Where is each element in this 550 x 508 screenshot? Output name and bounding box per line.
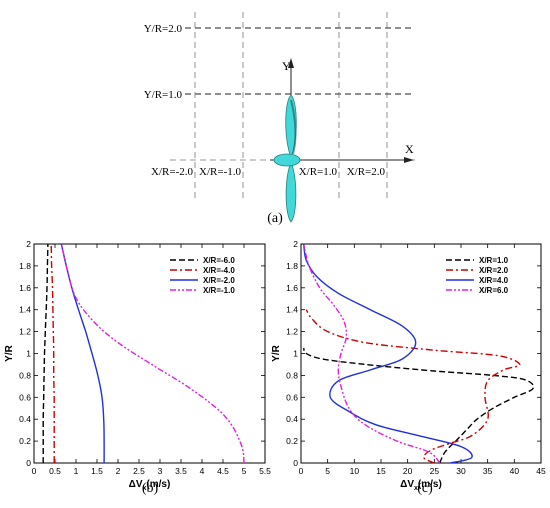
y-tick-label: 1.4	[19, 305, 31, 315]
horizontal-line-label: Y/R=1.0	[144, 89, 183, 101]
x-tick-label: 25	[430, 466, 440, 476]
y-tick-label: 0	[26, 458, 31, 468]
vertical-line-label: X/R=1.0	[299, 166, 338, 178]
panel-a-caption: (a)	[267, 211, 283, 226]
legend-label: X/R=4.0	[479, 276, 509, 285]
legend-label: X/R=6.0	[479, 286, 509, 295]
x-tick-label: 35	[483, 466, 493, 476]
x-tick-label: 3	[158, 466, 163, 476]
y-tick-label: 0.6	[286, 392, 298, 402]
panel-b-caption: (b)	[142, 481, 159, 496]
series-line	[303, 244, 473, 463]
panel-a-schematic: Y/R=2.0 Y/R=1.0 X/R=-2.0 X/R=-1.0 X/R=1.0 X/R…	[144, 12, 415, 223]
y-axis-arrowhead	[288, 58, 294, 68]
series-line	[305, 309, 521, 463]
panel-c-caption: (c)	[417, 481, 433, 496]
y-tick-label: 0.8	[286, 370, 298, 380]
y-tick-label: 0.4	[19, 414, 31, 424]
legend-label: X/R=1.0	[479, 256, 509, 265]
x-tick-label: 1	[74, 466, 79, 476]
y-tick-label: 1	[293, 349, 298, 359]
horizontal-line-label: Y/R=2.0	[144, 23, 183, 35]
y-axis-label: Y/R	[271, 344, 282, 361]
x-tick-label: 45	[536, 466, 546, 476]
x-axis-label: ΔVx(m/s)	[400, 479, 442, 492]
y-tick-label: 1.8	[19, 261, 31, 271]
y-tick-label: 1.6	[19, 283, 31, 293]
x-tick-label: 5	[242, 466, 247, 476]
y-tick-label: 1.2	[19, 327, 31, 337]
x-tick-label: 2	[116, 466, 121, 476]
y-tick-label: 1.4	[286, 305, 298, 315]
y-tick-label: 0.6	[19, 392, 31, 402]
legend-label: X/R=-6.0	[203, 256, 235, 265]
y-tick-label: 1	[26, 349, 31, 359]
x-tick-label: 40	[510, 466, 520, 476]
y-tick-label: 0	[293, 458, 298, 468]
x-tick-label: 1.5	[91, 466, 103, 476]
x-tick-label: 20	[403, 466, 413, 476]
x-tick-label: 4	[200, 466, 205, 476]
x-tick-label: 0	[299, 466, 304, 476]
panel-b-chart: 0 0.5 1 1.5 2 2.5 3 3.5 4 4.5 5 5.5 0 0.2 0.4 0.6 0.8 1 1.…	[4, 239, 271, 492]
legend-label: X/R=-1.0	[203, 286, 235, 295]
x-tick-label: 3.5	[175, 466, 187, 476]
vertical-line-label: X/R=-1.0	[199, 166, 241, 178]
y-tick-label: 0.4	[286, 414, 298, 424]
y-tick-label: 1.8	[286, 261, 298, 271]
series-line	[303, 244, 441, 463]
x-tick-label: 5	[325, 466, 330, 476]
x-tick-label: 2.5	[133, 466, 145, 476]
legend-label: X/R=-4.0	[203, 266, 235, 275]
vertical-line-label: X/R=-2.0	[151, 166, 193, 178]
y-tick-label: 0.2	[286, 436, 298, 446]
x-axis-label: X	[405, 142, 414, 156]
x-axis-label: ΔVx(m/s)	[129, 479, 171, 492]
series-line	[60, 244, 245, 463]
propeller-hub	[273, 153, 301, 167]
legend-label: X/R=-2.0	[203, 276, 235, 285]
panel-c-chart: 0 5 10 15 20 25 30 35 40 45 0 0.2 0.4 0.6 0.8 1 1.2 1.4 1.…	[271, 239, 546, 492]
y-tick-label: 1.2	[286, 327, 298, 337]
x-tick-label: 4.5	[217, 466, 229, 476]
y-axis-label: Y	[282, 59, 291, 73]
propeller-lower-blade	[285, 160, 297, 223]
y-tick-label: 2	[293, 239, 298, 249]
vertical-line-label: X/R=2.0	[347, 166, 386, 178]
x-tick-label: 30	[456, 466, 466, 476]
series-line	[50, 244, 55, 463]
legend-label: X/R=2.0	[479, 266, 509, 275]
y-tick-label: 2	[26, 239, 31, 249]
x-tick-label: 10	[350, 466, 360, 476]
y-tick-label: 0.2	[19, 436, 31, 446]
propeller-blade-shade	[290, 99, 297, 155]
series-line	[42, 244, 49, 463]
y-tick-label: 1.6	[286, 283, 298, 293]
series-line	[303, 347, 535, 463]
series-line	[60, 244, 105, 463]
x-axis-arrowhead	[404, 157, 414, 163]
y-axis-label: Y/R	[4, 344, 15, 361]
x-tick-label: 0	[32, 466, 37, 476]
x-tick-label: 15	[376, 466, 386, 476]
x-tick-label: 0.5	[49, 466, 61, 476]
x-tick-label: 5.5	[259, 466, 271, 476]
y-tick-label: 0.8	[19, 370, 31, 380]
